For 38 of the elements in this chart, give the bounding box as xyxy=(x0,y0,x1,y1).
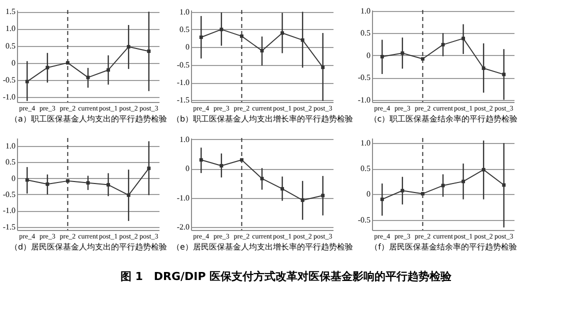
y-tick-label: -0.5 xyxy=(358,73,370,82)
y-tick-label: -1.0 xyxy=(2,206,16,216)
y-tick-label: 0 xyxy=(186,42,190,52)
y-tick-label: -2.0 xyxy=(176,222,190,232)
y-tick-label: -1.5 xyxy=(176,96,190,105)
y-tick-label: 0 xyxy=(366,50,370,60)
x-axis-title: （f）居民医保基金结余率的平行趋势检验 xyxy=(370,242,517,252)
y-tick-label: 0.5 xyxy=(180,24,190,34)
y-tick-label: 0 xyxy=(366,190,370,199)
x-axis-title: （a）职工医保基金人均支出的平行趋势检验 xyxy=(10,114,167,124)
y-tick-label: 1.5 xyxy=(6,7,16,16)
y-tick-label: 1.0 xyxy=(360,138,370,148)
y-tick-label: -1.0 xyxy=(176,193,190,202)
y-tick-label: -0.5 xyxy=(176,60,190,70)
y-tick-label: -1.0 xyxy=(176,78,190,88)
y-tick-label: 0.5 xyxy=(6,158,16,167)
y-tick-label: 1.0 xyxy=(6,142,16,151)
y-tick-label: -0.5 xyxy=(358,215,370,224)
y-tick-label: -1.5 xyxy=(2,222,16,232)
x-axis-title: （d）居民医保基金人均支出的平行趋势检验 xyxy=(10,242,168,252)
y-tick-label: -1.0 xyxy=(358,95,370,104)
y-tick-label: 1.0 xyxy=(180,134,190,144)
y-tick-label: 1.0 xyxy=(6,24,16,34)
y-tick-label: -1.0 xyxy=(2,92,16,102)
y-tick-label: 1.0 xyxy=(360,6,370,16)
y-tick-label: 0 xyxy=(12,58,16,68)
y-tick-label: 0.5 xyxy=(6,41,16,50)
x-axis-title: （b）职工医保基金人均支出增长率的平行趋势检验 xyxy=(172,114,354,124)
y-tick-label: -0.5 xyxy=(2,190,16,199)
y-tick-label: -0.5 xyxy=(2,75,16,84)
caption: 图 1 DRG/DIP 医保支付方式改革对医保基金影响的平行趋势检验 xyxy=(119,269,453,284)
y-tick-label: 1.0 xyxy=(180,7,190,16)
y-tick-label: 0.5 xyxy=(360,28,370,38)
y-tick-label: 0.5 xyxy=(360,164,370,174)
x-axis-title: （e）居民医保基金人均支出增长率的平行趋势检验 xyxy=(172,242,353,252)
x-axis-title: （c）职工医保基金结余率的平行趋势检验 xyxy=(369,114,518,124)
y-tick-label: 0 xyxy=(186,164,190,174)
y-tick-label: 0 xyxy=(12,174,16,183)
